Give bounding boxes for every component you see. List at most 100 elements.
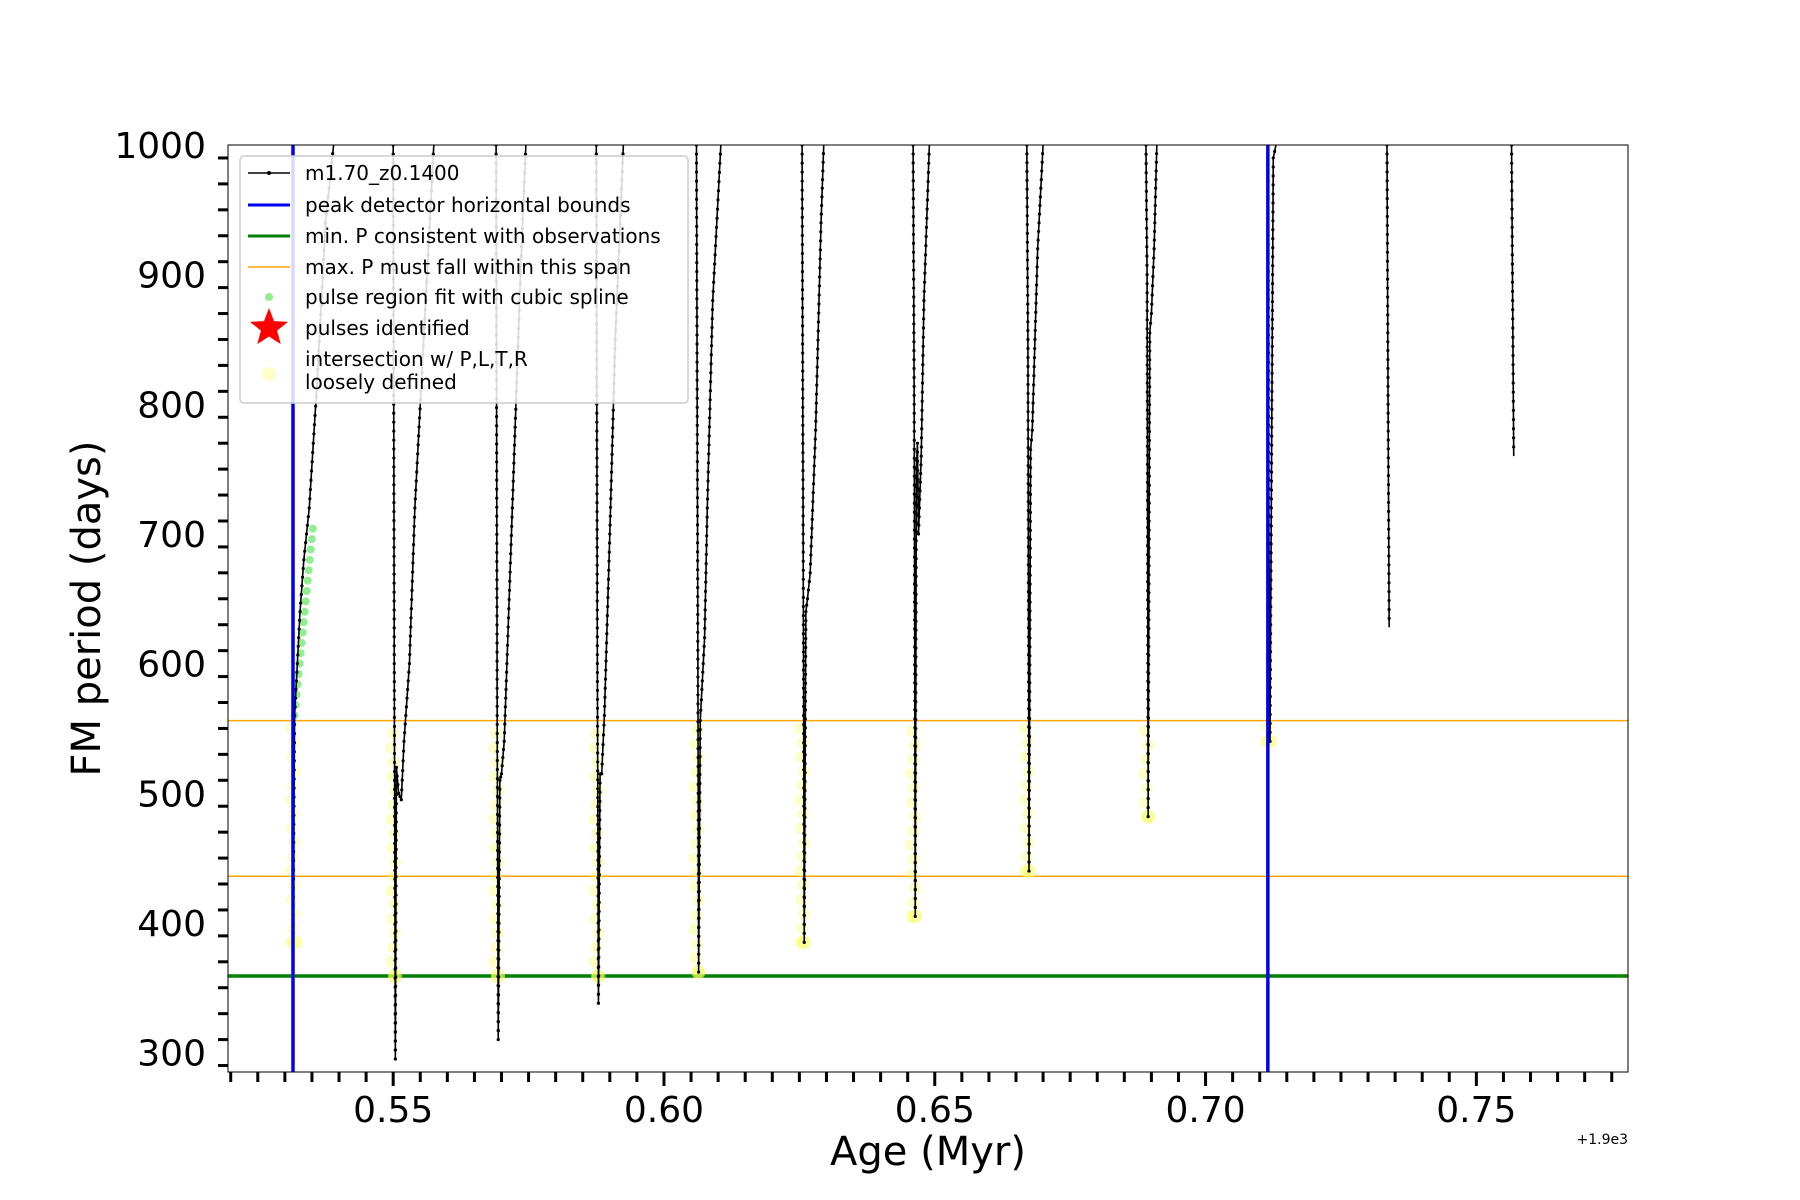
legend-label-pulses: pulses identified — [305, 316, 470, 340]
series-point-8 — [1147, 510, 1151, 514]
series-point-2 — [497, 841, 502, 845]
series-point-4 — [700, 679, 704, 683]
series-point-2 — [495, 460, 499, 464]
loose-marker-3 — [590, 870, 603, 883]
series-point-0 — [306, 515, 310, 519]
series-point-1 — [393, 841, 397, 845]
series-point-6 — [912, 313, 916, 317]
series-point-0 — [313, 413, 317, 418]
series-point-1 — [406, 679, 410, 683]
series-point-4 — [698, 737, 702, 741]
series-point-3 — [594, 152, 598, 156]
series-point-6 — [920, 390, 924, 394]
series-point-1 — [414, 488, 418, 492]
series-point-8 — [1147, 501, 1151, 505]
series-point-8 — [1147, 635, 1151, 640]
series-point-8 — [1145, 291, 1149, 295]
series-point-7 — [1026, 284, 1030, 289]
series-point-1 — [393, 1057, 397, 1061]
series-point-5 — [804, 628, 808, 632]
series-point-7 — [1025, 240, 1029, 244]
series-point-5 — [810, 508, 815, 513]
series-point-2 — [495, 532, 499, 536]
series-point-1 — [392, 679, 396, 684]
series-point-8 — [1146, 707, 1151, 711]
series-point-0 — [295, 662, 299, 666]
series-point-5 — [802, 913, 806, 918]
series-point-5 — [804, 610, 808, 614]
series-point-10 — [1385, 152, 1389, 156]
series-point-3 — [596, 903, 600, 907]
series-point-8 — [1145, 381, 1149, 385]
series-point-5 — [821, 160, 825, 164]
series-point-5 — [803, 744, 807, 748]
series-point-6 — [923, 271, 927, 275]
series-point-5 — [815, 356, 820, 360]
series-point-9 — [1269, 470, 1274, 474]
series-point-9 — [1269, 488, 1274, 492]
series-point-4 — [694, 161, 699, 165]
series-point-4 — [695, 279, 699, 283]
series-point-1 — [392, 563, 396, 567]
loose-marker-7 — [1020, 850, 1033, 863]
series-point-6 — [918, 489, 922, 493]
series-point-3 — [595, 518, 599, 523]
series-point-4 — [695, 315, 699, 319]
series-point-3 — [608, 532, 612, 536]
series-point-2 — [506, 616, 511, 620]
series-point-3 — [596, 742, 600, 746]
series-point-3 — [607, 550, 611, 554]
series-point-3 — [595, 697, 600, 701]
series-point-7 — [1026, 436, 1030, 441]
series-point-1 — [411, 552, 415, 556]
series-point-6 — [919, 445, 923, 449]
series-point-10 — [1386, 322, 1390, 326]
series-point-5 — [814, 401, 818, 405]
series-point-7 — [1028, 492, 1033, 497]
series-point-6 — [912, 349, 916, 353]
series-point-2 — [497, 930, 501, 934]
series-point-5 — [813, 455, 817, 459]
series-point-2 — [510, 515, 514, 519]
series-point-7 — [1037, 212, 1042, 216]
series-point-3 — [597, 900, 601, 904]
series-point-2 — [498, 787, 502, 791]
series-point-9 — [1270, 425, 1274, 429]
series-point-10 — [1385, 223, 1389, 228]
series-point-2 — [495, 469, 499, 473]
series-point-4 — [696, 648, 700, 652]
series-point-6 — [912, 402, 916, 406]
loose-marker-1 — [387, 941, 400, 954]
series-point-5 — [801, 505, 805, 509]
series-point-7 — [1026, 364, 1030, 369]
series-point-2 — [507, 607, 511, 611]
series-point-9 — [1271, 165, 1275, 169]
series-point-3 — [595, 572, 599, 576]
series-point-2 — [495, 659, 499, 663]
series-point-3 — [597, 909, 601, 914]
series-point-5 — [802, 931, 806, 936]
series-point-7 — [1027, 797, 1031, 801]
series-point-1 — [410, 579, 414, 583]
series-point-2 — [497, 957, 501, 961]
series-point-1 — [392, 554, 396, 558]
series-point-5 — [801, 360, 805, 364]
series-point-4 — [710, 326, 714, 330]
series-point-6 — [914, 771, 918, 775]
series-point-8 — [1144, 198, 1149, 203]
series-point-4 — [714, 225, 719, 229]
series-point-1 — [392, 635, 396, 639]
series-point-10 — [1387, 518, 1391, 522]
series-point-5 — [802, 922, 806, 927]
series-point-6 — [911, 241, 916, 245]
series-point-3 — [607, 541, 612, 545]
series-point-2 — [508, 579, 512, 583]
series-point-5 — [801, 668, 806, 672]
series-point-8 — [1145, 417, 1149, 421]
series-point-5 — [800, 179, 804, 183]
series-point-2 — [513, 425, 517, 429]
series-point-6 — [920, 427, 924, 431]
series-point-6 — [917, 515, 921, 519]
series-point-9 — [1271, 183, 1275, 187]
series-point-1 — [411, 543, 416, 547]
